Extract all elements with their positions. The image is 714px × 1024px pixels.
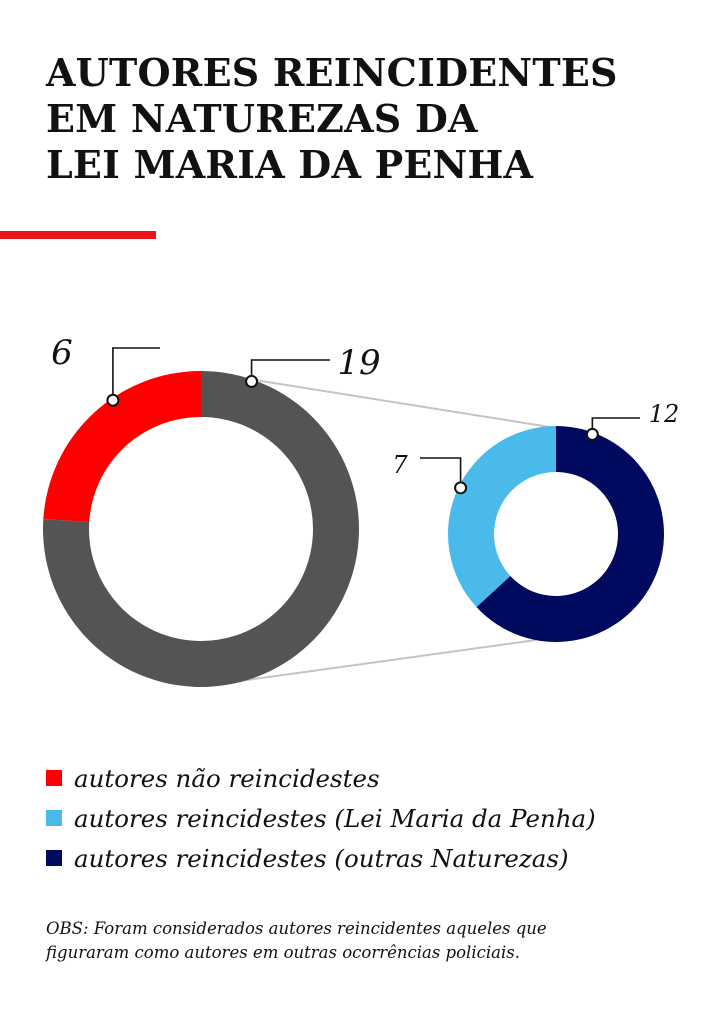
leader-marker xyxy=(454,481,468,495)
data-label: 6 xyxy=(51,333,73,373)
leader-line xyxy=(250,359,330,376)
legend-swatch xyxy=(46,810,62,826)
connector-line-top xyxy=(210,372,557,429)
legend-item-lei-maria-da-penha: autores reincidestes (Lei Maria da Penha… xyxy=(46,798,706,838)
leader-line xyxy=(420,457,462,482)
leader-line xyxy=(591,417,640,429)
connector-line-bottom xyxy=(210,639,537,686)
legend-label: autores reincidestes (Lei Maria da Penha… xyxy=(74,803,596,833)
donut-slice-1-0 xyxy=(447,426,556,608)
leader-marker xyxy=(245,374,259,388)
donut-slice-1-1 xyxy=(476,426,664,642)
legend-swatch xyxy=(46,770,62,786)
legend-swatch xyxy=(46,850,62,866)
footnote-line: OBS: Foram considerados autores reincide… xyxy=(46,919,547,938)
donut-slice-0-0 xyxy=(43,371,202,522)
footnote: OBS: Foram considerados autores reincide… xyxy=(46,917,686,965)
chart-title: AUTORES REINCIDENTES EM NATUREZAS DA LEI… xyxy=(46,50,686,188)
title-line: EM NATUREZAS DA xyxy=(46,96,478,141)
legend-item-nao-reincidentes: autores não reincidestes xyxy=(46,758,706,798)
legend-label: autores reincidestes (outras Naturezas) xyxy=(74,843,569,873)
accent-rule xyxy=(0,231,156,239)
leader-marker xyxy=(106,393,120,407)
legend-item-outras-naturezas: autores reincidestes (outras Naturezas) xyxy=(46,838,706,878)
title-line: AUTORES REINCIDENTES xyxy=(46,50,618,95)
footnote-line: figuraram como autores em outras ocorrên… xyxy=(46,943,520,962)
donut-chart: 6 19 7 12 xyxy=(42,333,680,688)
legend-label: autores não reincidestes xyxy=(74,763,380,793)
legend: autores não reincidestes autores reincid… xyxy=(46,758,706,878)
title-line: LEI MARIA DA PENHA xyxy=(46,142,534,187)
data-label: 12 xyxy=(649,400,680,428)
data-label: 19 xyxy=(337,343,380,383)
leader-line xyxy=(112,347,160,395)
data-label: 7 xyxy=(392,451,408,479)
leader-marker xyxy=(585,427,599,441)
